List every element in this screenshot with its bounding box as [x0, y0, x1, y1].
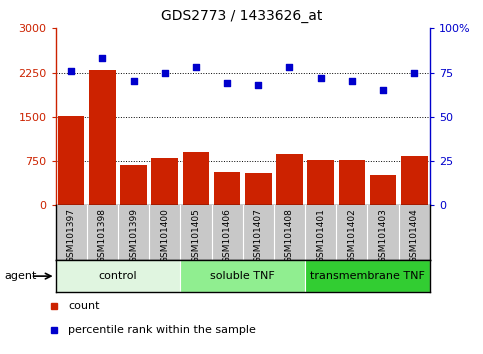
- Bar: [214, 172, 241, 205]
- Bar: [305, 260, 430, 292]
- Text: GSM101403: GSM101403: [379, 208, 387, 263]
- Bar: [89, 70, 115, 205]
- Text: GSM101406: GSM101406: [223, 208, 232, 263]
- Bar: [120, 165, 147, 205]
- Point: [67, 68, 75, 74]
- Point: [161, 70, 169, 75]
- Text: GSM101400: GSM101400: [160, 208, 169, 263]
- Bar: [58, 116, 85, 205]
- Bar: [245, 173, 271, 205]
- Text: transmembrane TNF: transmembrane TNF: [310, 271, 425, 281]
- Text: GSM101408: GSM101408: [285, 208, 294, 263]
- Point: [192, 64, 200, 70]
- Text: GSM101401: GSM101401: [316, 208, 325, 263]
- Text: agent: agent: [5, 271, 37, 281]
- Bar: [183, 152, 209, 205]
- Bar: [401, 156, 427, 205]
- Text: count: count: [68, 301, 99, 311]
- Bar: [308, 160, 334, 205]
- Point: [411, 70, 418, 75]
- Bar: [152, 158, 178, 205]
- Text: GSM101402: GSM101402: [347, 208, 356, 263]
- Text: GSM101404: GSM101404: [410, 208, 419, 263]
- Point: [99, 56, 106, 61]
- Point: [317, 75, 325, 81]
- Bar: [180, 260, 305, 292]
- Point: [285, 64, 293, 70]
- Text: GSM101397: GSM101397: [67, 208, 76, 263]
- Point: [379, 87, 387, 93]
- Point: [255, 82, 262, 88]
- Bar: [56, 260, 180, 292]
- Text: control: control: [99, 271, 137, 281]
- Bar: [370, 175, 397, 205]
- Text: GSM101399: GSM101399: [129, 208, 138, 263]
- Text: soluble TNF: soluble TNF: [210, 271, 275, 281]
- Text: GDS2773 / 1433626_at: GDS2773 / 1433626_at: [161, 9, 322, 23]
- Text: GSM101405: GSM101405: [191, 208, 200, 263]
- Text: GSM101407: GSM101407: [254, 208, 263, 263]
- Point: [129, 79, 137, 84]
- Point: [348, 79, 356, 84]
- Text: GSM101398: GSM101398: [98, 208, 107, 263]
- Bar: [276, 154, 303, 205]
- Text: percentile rank within the sample: percentile rank within the sample: [68, 325, 256, 335]
- Bar: [339, 160, 365, 205]
- Point: [223, 80, 231, 86]
